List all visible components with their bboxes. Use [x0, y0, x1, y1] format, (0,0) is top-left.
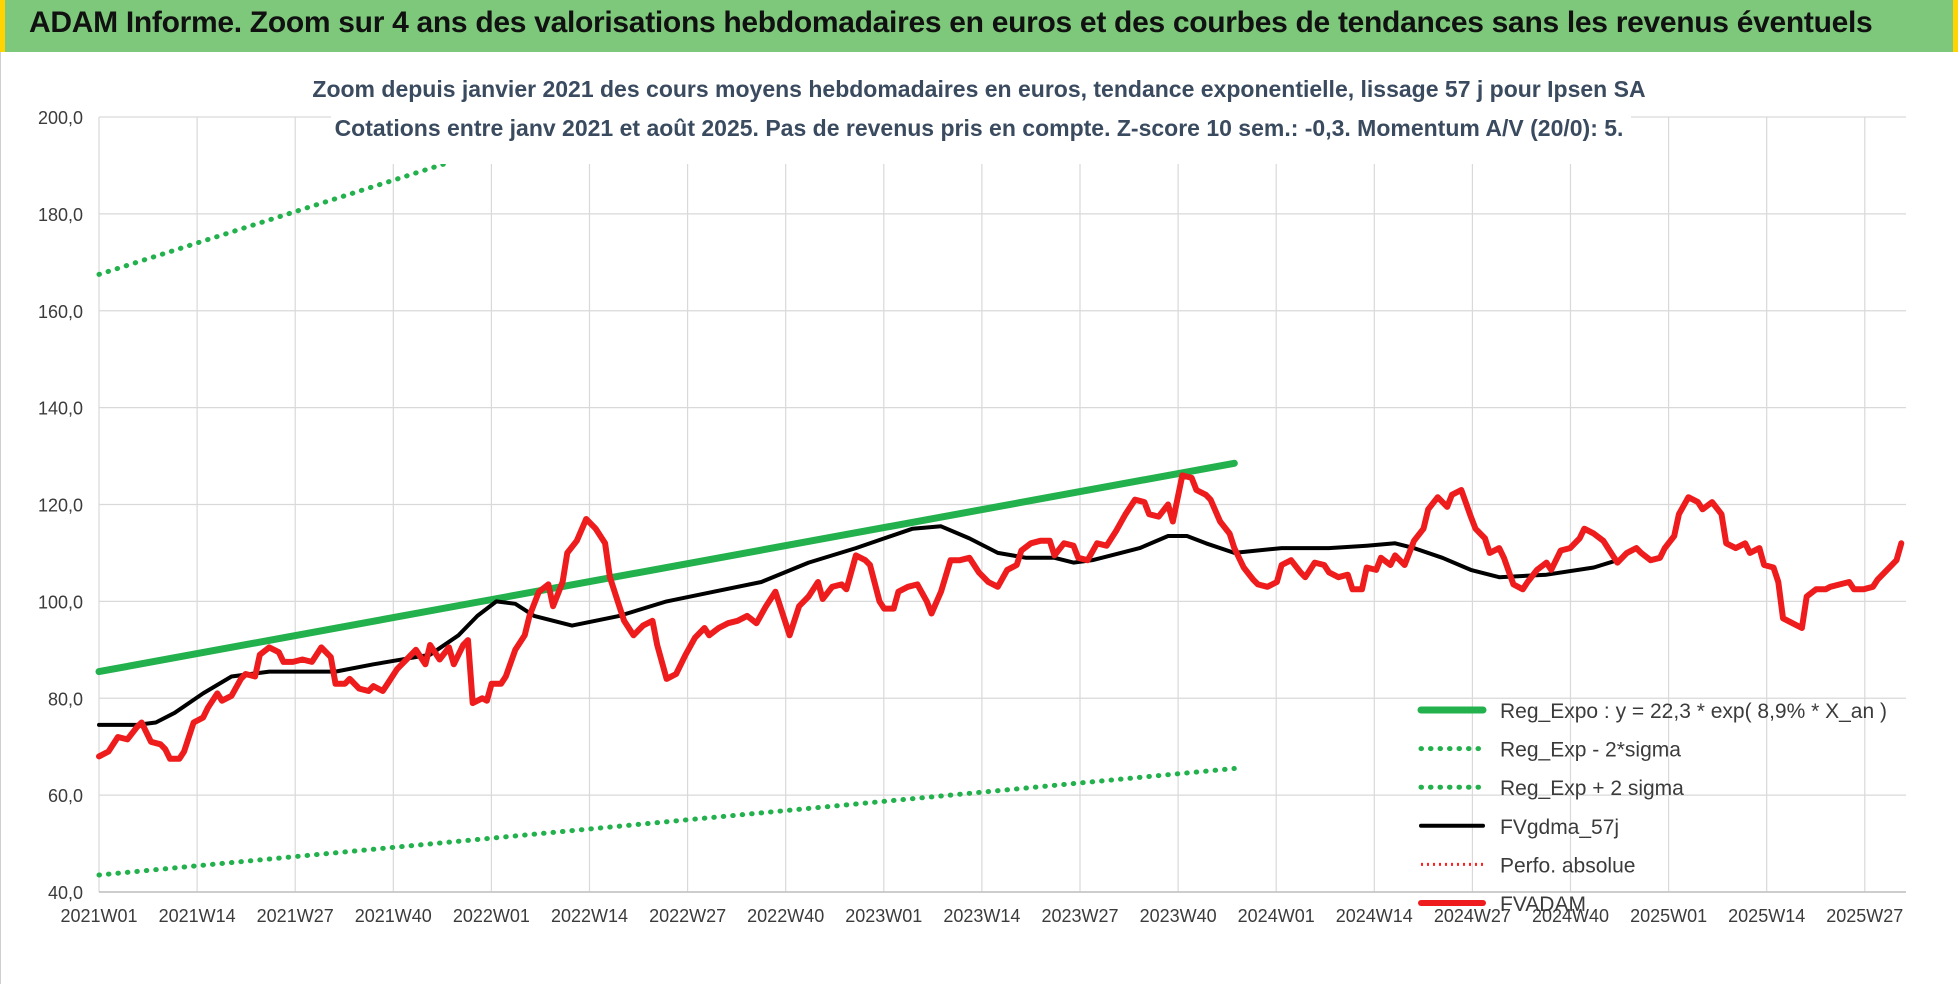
x-tick-label: 2021W01	[60, 906, 137, 926]
y-tick-label: 40,0	[48, 883, 83, 903]
x-tick-label: 2023W40	[1140, 906, 1217, 926]
series-reg-exp-plus-2sigma	[96, 114, 1237, 277]
x-tick-label: 2025W27	[1826, 906, 1903, 926]
y-tick-label: 60,0	[48, 786, 83, 806]
y-tick-label: 200,0	[38, 108, 83, 128]
series-reg-exp-minus-2sigma	[96, 766, 1237, 878]
legend-label-perfo-absolue: Perfo. absolue	[1500, 854, 1635, 877]
series-reg-expo	[95, 459, 1238, 676]
x-tick-label: 2023W01	[845, 906, 922, 926]
legend-label-reg-exp-minus-2sigma: Reg_Exp - 2*sigma	[1500, 739, 1681, 762]
x-tick-label: 2023W27	[1041, 906, 1118, 926]
series-lines	[95, 114, 1905, 878]
legend: Reg_Expo : y = 22,3 * exp( 8,9% * X_an )…	[1417, 700, 1887, 916]
chart-subtitle: Cotations entre janv 2021 et août 2025. …	[335, 115, 1624, 141]
y-tick-label: 100,0	[38, 592, 83, 612]
legend-label-reg-expo: Reg_Expo : y = 22,3 * exp( 8,9% * X_an )	[1500, 700, 1887, 723]
x-tick-label: 2021W14	[159, 906, 236, 926]
x-tick-label: 2025W14	[1728, 906, 1805, 926]
x-tick-label: 2022W14	[551, 906, 628, 926]
x-tick-label: 2024W27	[1434, 906, 1511, 926]
chart-title: Zoom depuis janvier 2021 des cours moyen…	[312, 76, 1645, 102]
header-banner: ADAM Informe. Zoom sur 4 ans des valoris…	[0, 0, 1958, 52]
series-fvadam	[96, 472, 1905, 762]
legend-label-fvgdma-57j: FVgdma_57j	[1500, 816, 1619, 839]
legend-label-reg-exp-plus-2sigma: Reg_Exp + 2 sigma	[1500, 777, 1684, 800]
chart-frame: 40,0 60,0 80,0 100,0 120,0 140,0 160,0 180,0 200…	[0, 52, 1958, 984]
y-tick-label: 180,0	[38, 205, 83, 225]
title-background	[331, 62, 1631, 164]
x-tick-label: 2024W40	[1532, 906, 1609, 926]
y-axis: 40,0 60,0 80,0 100,0 120,0 140,0 160,0 180,0 200…	[38, 108, 83, 903]
y-tick-label: 160,0	[38, 302, 83, 322]
y-tick-label: 80,0	[48, 689, 83, 709]
x-tick-label: 2021W27	[257, 906, 334, 926]
x-tick-label: 2022W27	[649, 906, 726, 926]
y-tick-label: 140,0	[38, 399, 83, 419]
chart-svg: 40,0 60,0 80,0 100,0 120,0 140,0 160,0 180,0 200…	[38, 62, 1906, 926]
x-tick-label: 2022W01	[453, 906, 530, 926]
x-tick-label: 2021W40	[355, 906, 432, 926]
x-tick-label: 2023W14	[943, 906, 1020, 926]
x-axis: 2021W01 2021W14 2021W27 2021W40 2022W01 2022W…	[60, 906, 1903, 926]
x-tick-label: 2022W40	[747, 906, 824, 926]
y-tick-label: 120,0	[38, 496, 83, 516]
x-tick-label: 2025W01	[1630, 906, 1707, 926]
grid-lines	[98, 116, 1906, 893]
page-title: ADAM Informe. Zoom sur 4 ans des valoris…	[29, 6, 1873, 39]
series-fvgdma-57j	[97, 524, 1620, 727]
x-tick-label: 2024W01	[1238, 906, 1315, 926]
legend-label-fvadam: FVADAM	[1500, 893, 1586, 916]
x-tick-label: 2024W14	[1336, 906, 1413, 926]
